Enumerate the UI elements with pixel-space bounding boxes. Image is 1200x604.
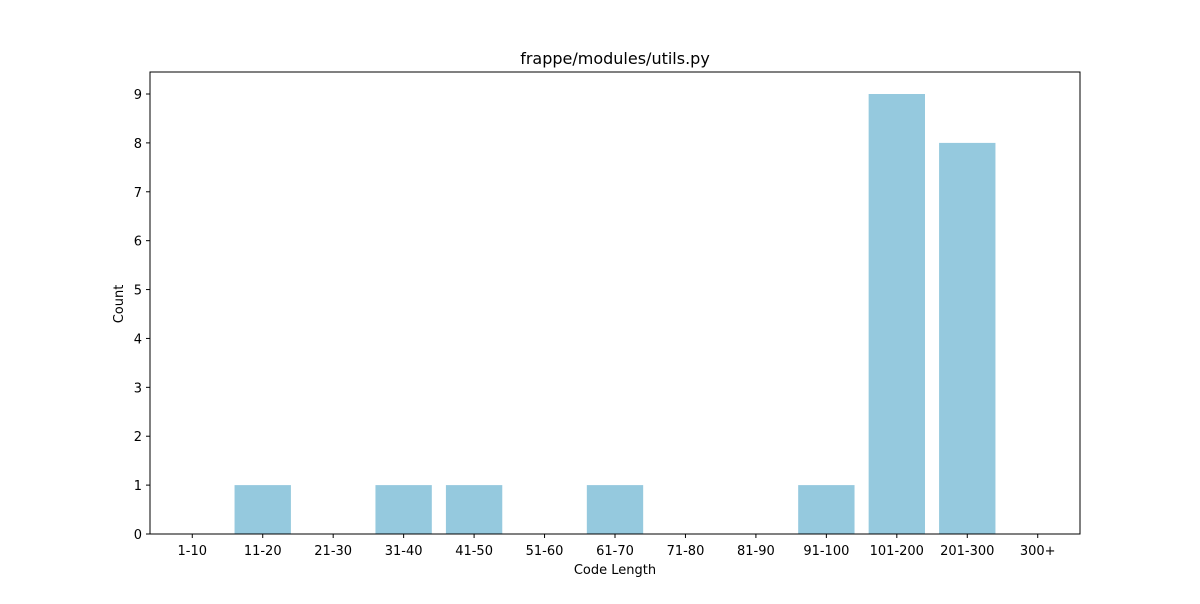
y-tick-label: 6	[134, 235, 142, 250]
x-axis-title: Code Length	[574, 563, 656, 578]
bar-41-50	[445, 485, 503, 534]
y-axis: 0 1 2 3 4 5 6 7 8 9	[134, 88, 150, 543]
bars-layer	[234, 94, 996, 534]
y-axis-title: Count	[112, 285, 127, 324]
x-tick-label: 11-20	[244, 544, 282, 559]
x-tick-label: 91-100	[803, 544, 849, 559]
y-tick-label: 3	[134, 381, 142, 396]
y-tick-label: 1	[134, 479, 142, 494]
x-tick-label: 300+	[1020, 544, 1056, 559]
y-tick-label: 9	[134, 88, 142, 103]
bar-201-300	[939, 142, 996, 534]
y-tick-label: 8	[134, 137, 142, 152]
bar-11-20	[234, 485, 291, 534]
bar-31-40	[375, 485, 432, 534]
x-axis: 1-10 11-20 21-30 31-40 41-50 51-60 61-70 71-80 8…	[178, 534, 1056, 559]
x-tick-label: 101-200	[870, 544, 924, 559]
x-tick-label: 1-10	[178, 544, 208, 559]
x-tick-label: 71-80	[667, 544, 705, 559]
x-tick-label: 21-30	[314, 544, 352, 559]
x-tick-label: 41-50	[455, 544, 493, 559]
y-tick-label: 7	[134, 186, 142, 201]
bar-101-200	[868, 94, 925, 534]
x-tick-label: 51-60	[526, 544, 564, 559]
y-tick-label: 0	[134, 528, 142, 543]
y-tick-label: 2	[134, 430, 142, 445]
chart-title: frappe/modules/utils.py	[520, 49, 710, 68]
y-tick-label: 4	[134, 332, 142, 347]
bar-91-100	[798, 485, 855, 534]
x-tick-label: 61-70	[596, 544, 634, 559]
y-tick-label: 5	[134, 284, 142, 299]
bar-61-70	[586, 485, 644, 534]
x-tick-label: 201-300	[940, 544, 994, 559]
x-tick-label: 81-90	[737, 544, 775, 559]
x-tick-label: 31-40	[385, 544, 423, 559]
